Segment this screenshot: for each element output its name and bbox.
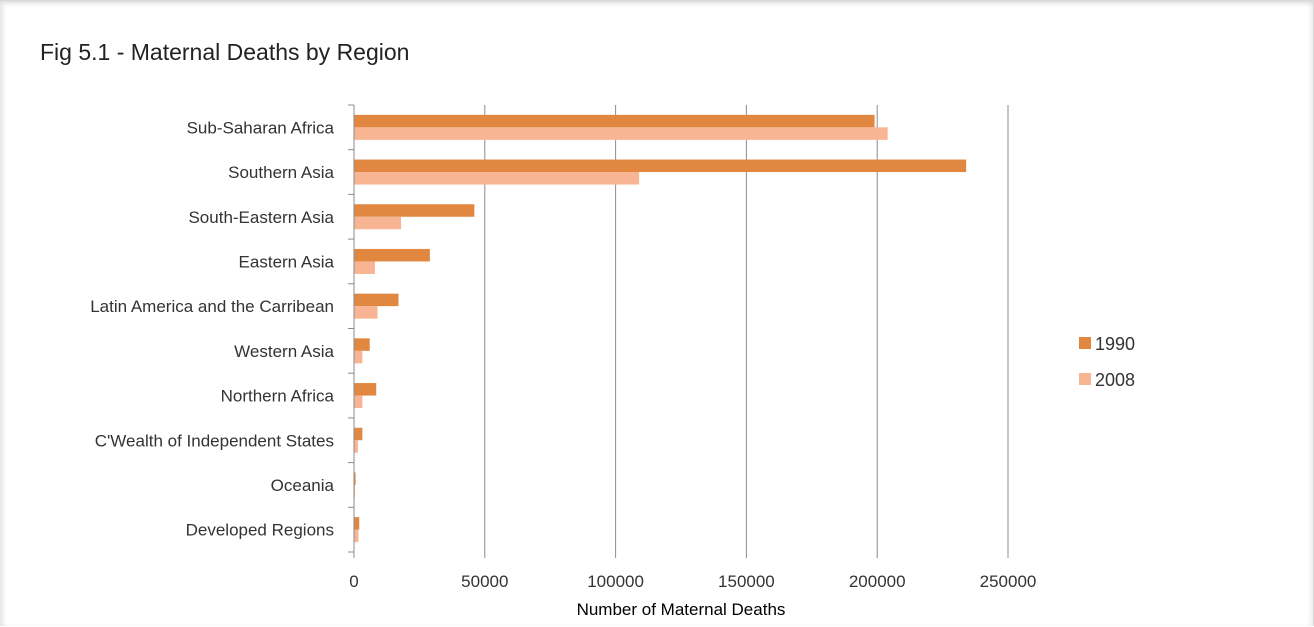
bar-1990 [354, 159, 967, 173]
bar-2008 [354, 261, 375, 274]
x-tick-label: 0 [349, 572, 358, 591]
category-label: South-Eastern Asia [188, 208, 334, 227]
chart-title: Fig 5.1 - Maternal Deaths by Region [40, 39, 410, 65]
bar-1990 [354, 293, 399, 307]
bar-1990 [354, 427, 363, 441]
labels: 0 50000 100000 150000 200000 250000 Sub-Sahara… [90, 118, 1036, 619]
x-tick-label: 250000 [980, 572, 1037, 591]
bar-1990 [354, 114, 875, 128]
bar-2008 [354, 484, 356, 498]
category-label: Western Asia [234, 342, 334, 361]
legend-label: 2008 [1095, 370, 1135, 390]
category-label: C'Wealth of Independent States [95, 431, 334, 450]
x-tick-label: 200000 [849, 572, 906, 591]
category-label: Oceania [271, 476, 335, 495]
category-label: Northern Africa [221, 387, 335, 406]
bar-1990 [354, 248, 430, 262]
bar-2008 [354, 172, 640, 185]
legend-swatch-2008 [1079, 373, 1091, 385]
category-label: Developed Regions [186, 521, 334, 540]
legend-swatch-1990 [1079, 337, 1091, 349]
bar-2008 [354, 306, 378, 319]
x-tick-label: 150000 [718, 572, 775, 591]
bar-2008 [354, 216, 402, 230]
bar-1990 [354, 472, 356, 485]
bar-1990 [354, 338, 370, 351]
bar-1990 [354, 517, 360, 530]
legend: 1990 2008 [1079, 334, 1135, 390]
bar-2008 [354, 127, 888, 140]
bar-2008 [354, 529, 359, 543]
bar-1990 [354, 383, 377, 396]
bar-1990 [354, 204, 475, 217]
axes [348, 104, 1009, 558]
category-label: Southern Asia [228, 163, 334, 182]
bar-2008 [354, 440, 358, 453]
category-label: Eastern Asia [239, 252, 335, 271]
x-tick-label: 100000 [587, 572, 644, 591]
bar-2008 [354, 395, 363, 409]
bar-2008 [354, 350, 363, 364]
x-axis-title: Number of Maternal Deaths [577, 600, 786, 619]
x-tick-label: 50000 [461, 572, 508, 591]
category-label: Sub-Saharan Africa [187, 118, 335, 137]
legend-label: 1990 [1095, 334, 1135, 354]
category-label: Latin America and the Carribean [90, 297, 334, 316]
bars [354, 114, 967, 543]
